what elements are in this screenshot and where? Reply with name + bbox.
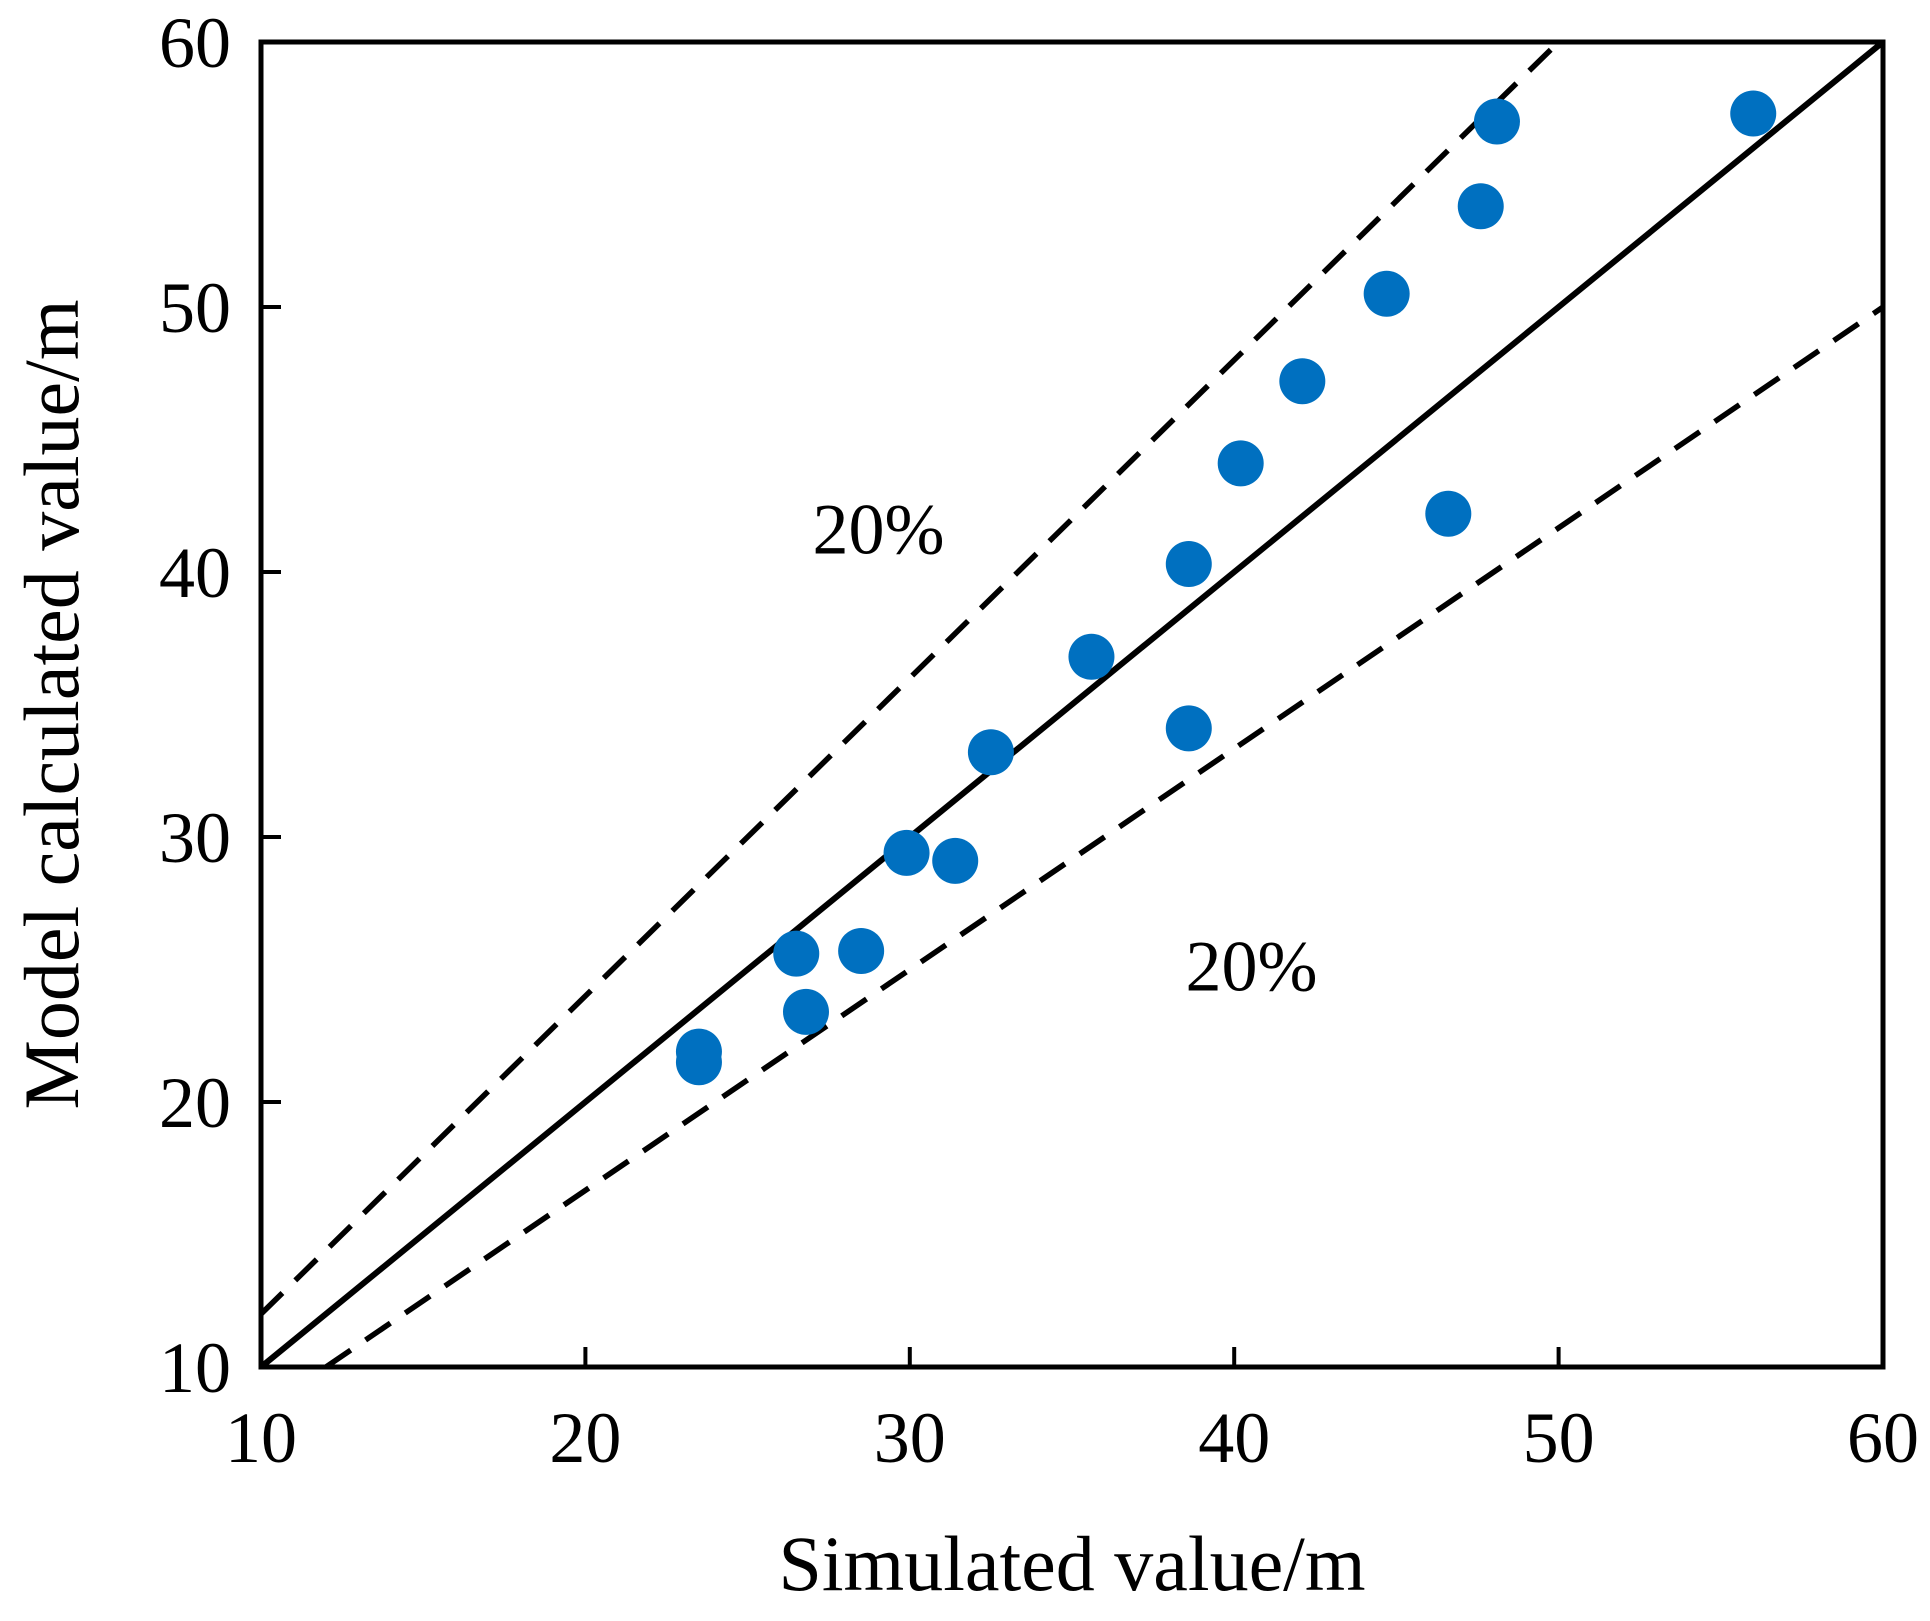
data-points bbox=[675, 90, 1777, 1086]
reference-line-2 bbox=[259, 40, 1561, 1316]
x-tick-label: 50 bbox=[1523, 1398, 1595, 1478]
data-point-3 bbox=[773, 930, 820, 977]
y-tick-label: 20 bbox=[159, 1063, 231, 1143]
x-tick-label: 20 bbox=[549, 1398, 621, 1478]
data-point-7 bbox=[932, 837, 979, 884]
y-tick-label: 60 bbox=[159, 3, 231, 83]
data-point-14 bbox=[1363, 270, 1410, 317]
y-axis-ticks: 10 20 30 40 50 60 bbox=[159, 3, 281, 1408]
y-tick-label: 30 bbox=[159, 798, 231, 878]
data-point-2 bbox=[675, 1039, 722, 1086]
reference-line-1 bbox=[259, 39, 1885, 1370]
data-point-5 bbox=[838, 927, 885, 974]
data-point-13 bbox=[1279, 358, 1326, 405]
data-point-4 bbox=[782, 988, 829, 1035]
data-point-6 bbox=[883, 829, 930, 876]
data-point-18 bbox=[1730, 90, 1777, 137]
x-tick-label: 40 bbox=[1198, 1398, 1270, 1478]
data-point-8 bbox=[967, 729, 1014, 776]
annotation-1: 20% bbox=[812, 489, 944, 569]
annotation-2: 20% bbox=[1186, 927, 1318, 1007]
data-point-12 bbox=[1217, 440, 1264, 487]
x-tick-label: 60 bbox=[1847, 1398, 1919, 1478]
data-point-9 bbox=[1068, 633, 1115, 680]
x-tick-label: 10 bbox=[225, 1398, 297, 1478]
y-tick-label: 40 bbox=[159, 533, 231, 613]
x-axis-ticks: 10 20 30 40 50 60 bbox=[225, 1347, 1919, 1478]
data-point-10 bbox=[1165, 541, 1212, 588]
data-point-15 bbox=[1425, 490, 1472, 537]
x-axis-title: Simulated value/m bbox=[778, 1520, 1365, 1607]
plot-frame bbox=[258, 39, 1886, 1370]
reference-line-3 bbox=[324, 304, 1885, 1370]
y-tick-label: 10 bbox=[159, 1328, 231, 1408]
y-tick-label: 50 bbox=[159, 268, 231, 348]
data-point-16 bbox=[1457, 183, 1504, 230]
reference-lines bbox=[259, 39, 1885, 1370]
data-point-17 bbox=[1473, 98, 1520, 145]
data-point-11 bbox=[1165, 705, 1212, 752]
y-axis-title: Model calculated value/m bbox=[8, 299, 95, 1109]
annotations: 20% 20% bbox=[812, 489, 1317, 1006]
x-tick-label: 30 bbox=[874, 1398, 946, 1478]
